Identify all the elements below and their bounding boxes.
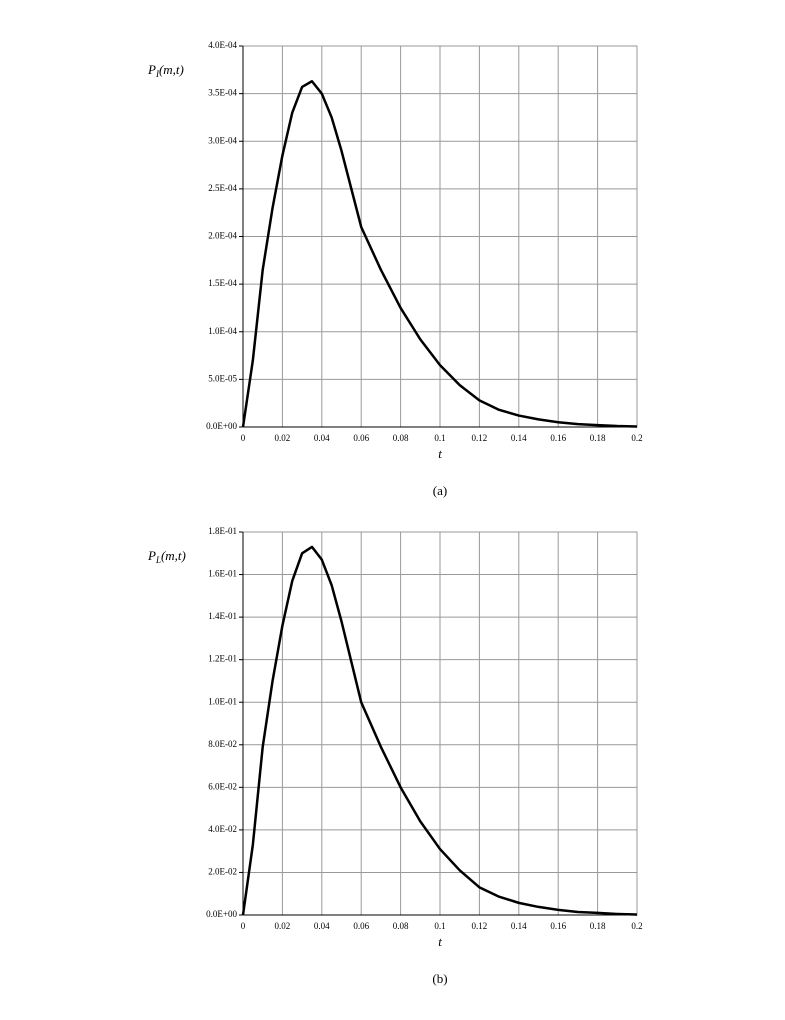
y-tick-label: 4.0E-02 [208, 824, 237, 834]
x-tick-label: 0.2 [631, 433, 642, 443]
x-tick-label: 0 [241, 921, 246, 931]
y-tick-label: 2.0E-02 [208, 867, 237, 877]
y-tick-label: 1.8E-01 [208, 526, 237, 536]
y-tick-label: 1.0E-04 [208, 326, 237, 336]
x-tick-label: 0.16 [550, 921, 566, 931]
x-tick-label: 0.16 [550, 433, 566, 443]
y-axis-label-part: P [147, 548, 156, 563]
x-tick-label: 0.18 [590, 921, 606, 931]
x-tick-label: 0.06 [353, 921, 369, 931]
x-tick-label: 0.04 [314, 921, 330, 931]
y-tick-label: 5.0E-05 [208, 373, 237, 383]
x-tick-label: 0.12 [472, 433, 488, 443]
y-tick-label: 8.0E-02 [208, 739, 237, 749]
x-tick-label: 0.02 [275, 433, 291, 443]
y-axis-label-part: L [155, 555, 161, 565]
y-tick-label: 0.0E+00 [206, 421, 237, 431]
y-tick-label: 3.5E-04 [208, 88, 237, 98]
x-tick-label: 0.18 [590, 433, 606, 443]
y-tick-label: 2.5E-04 [208, 183, 237, 193]
y-tick-label: 0.0E+00 [206, 909, 237, 919]
y-tick-label: 1.4E-01 [208, 611, 237, 621]
y-axis-label-part: P [147, 62, 156, 77]
x-tick-label: 0.08 [393, 433, 409, 443]
x-axis-label: t [438, 934, 442, 949]
x-tick-label: 0.04 [314, 433, 330, 443]
y-tick-label: 4.0E-04 [208, 40, 237, 50]
x-tick-label: 0.06 [353, 433, 369, 443]
y-tick-label: 2.0E-04 [208, 231, 237, 241]
y-axis-label-part: I [155, 69, 160, 79]
x-tick-label: 0.12 [472, 921, 488, 931]
y-axis-label: PL(m,t) [147, 548, 186, 565]
y-tick-label: 1.6E-01 [208, 569, 237, 579]
x-tick-label: 0.1 [434, 433, 445, 443]
y-tick-label: 6.0E-02 [208, 781, 237, 791]
caption: (a) [433, 483, 447, 498]
x-tick-label: 0.02 [275, 921, 291, 931]
data-line [241, 545, 638, 916]
y-axis-label: PI(m,t) [147, 62, 184, 79]
x-tick-label: 0.2 [631, 921, 642, 931]
y-tick-label: 1.2E-01 [208, 654, 237, 664]
y-tick-label: 1.5E-04 [208, 278, 237, 288]
x-tick-label: 0 [241, 433, 246, 443]
y-axis-label-part: (m,t) [159, 62, 184, 77]
data-line [241, 79, 638, 428]
y-tick-label: 1.0E-01 [208, 696, 237, 706]
x-tick-label: 0.14 [511, 433, 527, 443]
caption: (b) [432, 971, 447, 986]
x-tick-label: 0.14 [511, 921, 527, 931]
x-axis-label: t [438, 446, 442, 461]
y-axis-label-part: (m,t) [161, 548, 186, 563]
x-tick-label: 0.08 [393, 921, 409, 931]
x-tick-label: 0.1 [434, 921, 445, 931]
y-tick-label: 3.0E-04 [208, 135, 237, 145]
